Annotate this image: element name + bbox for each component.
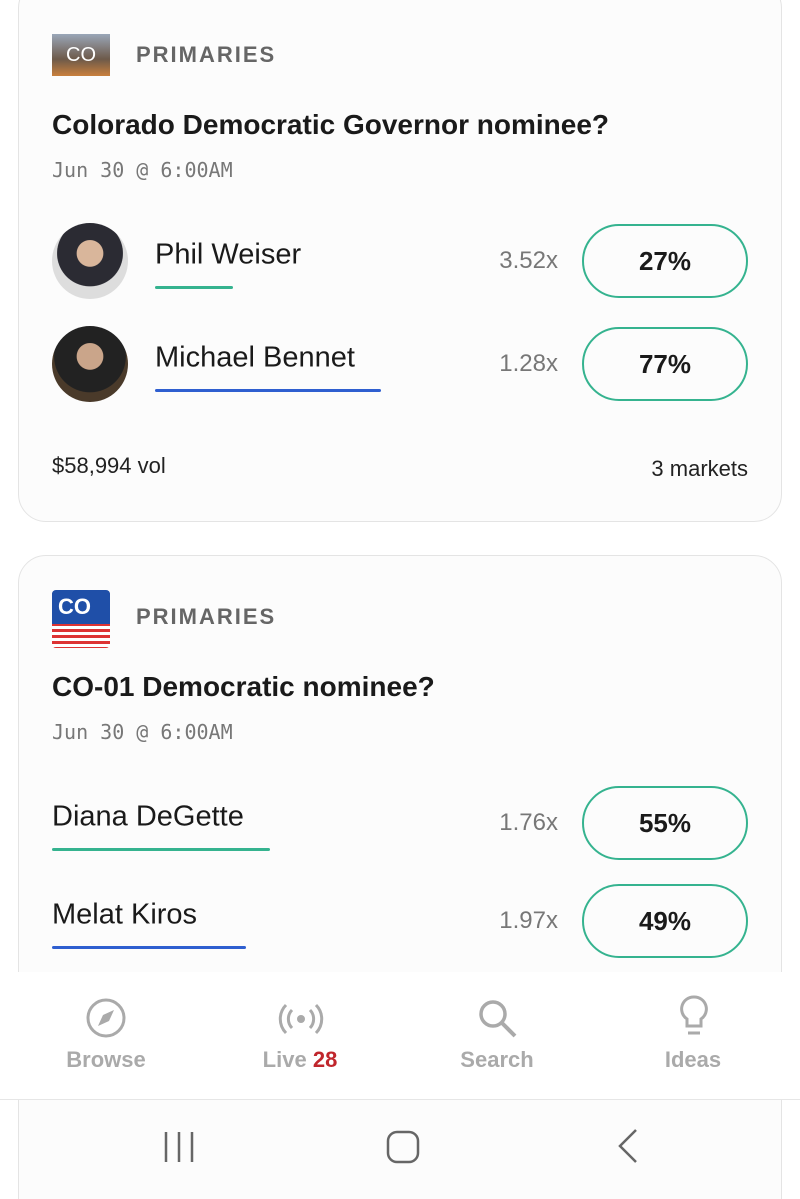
chance-button[interactable]: 27% <box>582 224 748 298</box>
outcome-name: Phil Weiser <box>155 238 302 271</box>
live-icon[interactable] <box>278 1002 324 1036</box>
payout-multiplier: 1.76x <box>499 809 558 836</box>
tab-label[interactable]: Ideas <box>664 1047 722 1072</box>
badge: CO <box>52 34 110 76</box>
market-date: Jun 30 @ 6:00AM <box>52 158 233 182</box>
outcome-underline <box>52 946 246 949</box>
category: PRIMARIES <box>136 42 277 67</box>
browse-icon[interactable] <box>86 998 126 1038</box>
market-date: Jun 30 @ 6:00AM <box>52 720 233 744</box>
outcome-underline <box>155 286 233 289</box>
live-label: Live <box>262 1047 307 1072</box>
payout-multiplier: 1.97x <box>499 907 558 934</box>
outcome-name: Michael Bennet <box>155 341 355 374</box>
ideas-icon[interactable] <box>678 994 710 1040</box>
avatar <box>52 326 128 402</box>
chance-button[interactable]: 77% <box>582 327 748 401</box>
badge-text: CO <box>66 43 96 66</box>
outcome-name: Melat Kiros <box>52 898 198 931</box>
tab-label[interactable]: Browse <box>66 1047 146 1072</box>
search-icon[interactable] <box>477 998 519 1040</box>
chance-button[interactable]: 55% <box>582 786 748 860</box>
outcome-underline <box>52 848 270 851</box>
live-count: 28 <box>312 1047 338 1072</box>
tab-label[interactable]: Live 28 <box>263 1047 338 1073</box>
market-title: Colorado Democratic Governor nominee? <box>52 109 609 140</box>
market-title: CO-01 Democratic nominee? <box>52 671 435 702</box>
avatar <box>52 223 128 299</box>
badge: CO <box>52 590 110 648</box>
payout-multiplier: 3.52x <box>499 247 558 274</box>
markets-count: 3 markets <box>651 456 748 481</box>
tab-label[interactable]: Search <box>460 1047 534 1072</box>
chance-button[interactable]: 49% <box>582 884 748 958</box>
badge-text: CO <box>52 590 110 624</box>
market-card[interactable]: CO PRIMARIES Colorado Democratic Governor… <box>18 0 782 522</box>
category: PRIMARIES <box>136 604 277 629</box>
volume: $58,994 vol <box>52 453 166 478</box>
outcome-underline <box>155 389 381 392</box>
outcome-name: Diana DeGette <box>52 800 244 833</box>
tab-bar: Browse Live 28 Search Ideas <box>0 972 800 1100</box>
payout-multiplier: 1.28x <box>499 350 558 377</box>
system-nav <box>164 1129 637 1164</box>
